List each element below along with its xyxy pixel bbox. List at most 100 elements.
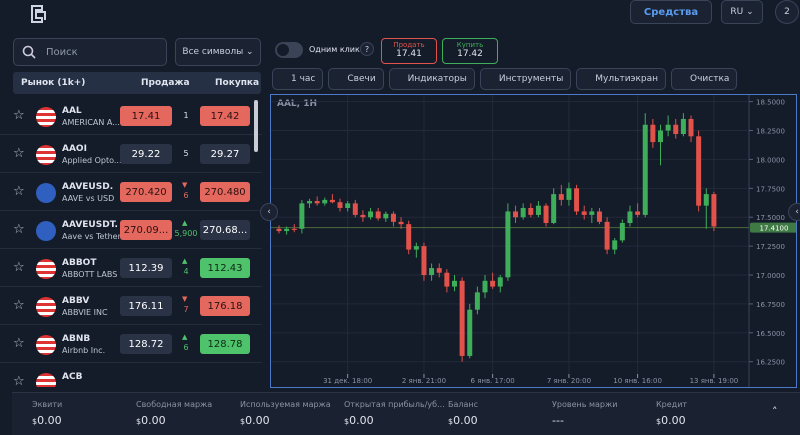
sell-price[interactable]: 270.420	[120, 182, 172, 202]
symbol-row[interactable]: ☆ ACB	[0, 363, 262, 387]
market-col[interactable]: Рынок (1k+)	[21, 78, 86, 88]
sell-price[interactable]: 112.39	[120, 258, 172, 278]
flag	[36, 335, 56, 355]
candle-body	[696, 136, 702, 206]
symbol-list: ☆ AAL AMERICAN A... 17.41 17.42 1 ☆ AAOI Applied…	[0, 97, 262, 387]
symbol: AAVEUSDT.	[62, 220, 118, 230]
favorite-star[interactable]: ☆	[13, 108, 25, 123]
candle-body	[482, 280, 488, 293]
sell-price[interactable]: 176.11	[120, 296, 172, 316]
flag	[36, 221, 56, 241]
buy-price[interactable]: 112.43	[200, 258, 250, 278]
candle-body	[551, 194, 557, 224]
metric-number: 0.00	[37, 414, 62, 427]
candle-body	[581, 211, 587, 215]
toolbar-button[interactable]: 1 час	[272, 68, 324, 90]
favorite-star[interactable]: ☆	[13, 374, 25, 387]
toolbar-button[interactable]: Мультиэкран	[576, 68, 667, 90]
favorite-star[interactable]: ☆	[13, 146, 25, 161]
symbol-row[interactable]: ☆ AAVEUSD. AAVE vs USD 270.420 270.480 6 ▼	[0, 173, 262, 211]
buy-label: Купить	[456, 41, 484, 49]
buy-price[interactable]: 176.18	[200, 296, 250, 316]
favorite-star[interactable]: ☆	[13, 336, 25, 351]
favorite-star[interactable]: ☆	[13, 298, 25, 313]
candle-body	[566, 188, 572, 200]
symbol-row[interactable]: ☆ ABBOT ABBOTT LABS 112.39 112.43 4 ▲	[0, 249, 262, 287]
sell-price[interactable]: 29.22	[120, 144, 172, 164]
metric-value: $0.00	[136, 414, 166, 427]
toolbar-button[interactable]: Инструменты	[479, 68, 572, 90]
trend-arrow: ▲	[182, 219, 188, 227]
trend-arrow: ▼	[182, 295, 188, 303]
language-select[interactable]: RU ⌄	[721, 0, 763, 24]
symbol-row[interactable]: ☆ AAOI Applied Opto... 29.22 29.27 5	[0, 135, 262, 173]
symbol: AAVEUSD.	[62, 182, 114, 192]
buy-price[interactable]: 17.42	[200, 106, 250, 126]
buy-price[interactable]: 29.27	[200, 144, 250, 164]
candle-body	[383, 213, 389, 219]
scrollbar[interactable]	[254, 100, 258, 152]
candle-body	[474, 292, 480, 310]
symbol-row[interactable]: ☆ ABBV ABBVIE INC 176.11 176.18 7 ▼	[0, 287, 262, 325]
y-tick-label: 17.2500	[756, 243, 785, 251]
favorite-star[interactable]: ☆	[13, 222, 25, 237]
metric-currency: $	[32, 417, 38, 426]
spread: 6	[183, 343, 189, 352]
collapse-right[interactable]: ‹	[788, 203, 800, 221]
notifications[interactable]: 2	[775, 0, 799, 24]
favorite-star[interactable]: ☆	[13, 260, 25, 275]
candle-body	[444, 272, 450, 287]
x-tick-label: 13 янв. 19:00	[690, 377, 739, 385]
buy-button[interactable]: Купить 17.42	[442, 38, 498, 64]
metric-currency: $	[240, 417, 246, 426]
trend-arrow: ▲	[182, 333, 188, 341]
search[interactable]: Поиск	[13, 38, 167, 66]
symbol-name: AAVE vs USD	[62, 194, 115, 203]
favorite-star[interactable]: ☆	[13, 184, 25, 199]
candle-body	[711, 194, 717, 227]
x-tick-label: 7 янв. 20:00	[547, 377, 591, 385]
y-tick-label: 17.7500	[756, 185, 785, 193]
y-tick-label: 16.7500	[756, 301, 785, 309]
buy-price[interactable]: 270.480	[200, 182, 250, 202]
metric-number: 0.00	[245, 414, 270, 427]
sell-price: 17.41	[396, 49, 422, 59]
metric-label: Кредит	[656, 400, 688, 409]
sell-price[interactable]: 128.72	[120, 334, 172, 354]
funds-button[interactable]: Средства	[630, 0, 712, 24]
symbol-name: ABBVIE INC	[62, 308, 108, 317]
toolbar-button[interactable]: Свечи	[328, 68, 384, 90]
language: RU	[730, 7, 744, 17]
buy-price[interactable]: 128.78	[200, 334, 250, 354]
filter-select[interactable]: Все символы ⌄	[175, 38, 261, 66]
y-tick-label: 18.2500	[756, 128, 785, 136]
metric-number: 0.00	[349, 414, 374, 427]
candle-body	[360, 214, 366, 218]
symbol-row[interactable]: ☆ ABNB Airbnb Inc. 128.72 128.78 6 ▲	[0, 325, 262, 363]
collapse-left[interactable]: ‹	[260, 203, 278, 221]
expand[interactable]: ˄	[772, 405, 778, 418]
symbol-row[interactable]: ☆ AAVEUSDT. Aave vs Tether 270.09... 270.68.…	[0, 211, 262, 249]
sell-price[interactable]: 17.41	[120, 106, 172, 126]
buy-price: 17.42	[457, 49, 483, 59]
last-price-tag	[750, 222, 796, 233]
sell-button[interactable]: Продать 17.41	[381, 38, 437, 64]
spread: 5	[183, 149, 189, 158]
symbol: ACB	[62, 372, 83, 382]
chart-toolbar: 1 час Свечи Индикаторы Инструменты Мультиэкр…	[272, 68, 738, 90]
sell-price[interactable]: 270.09...	[120, 220, 172, 240]
symbol: AAOI	[62, 144, 87, 154]
symbol-row[interactable]: ☆ AAL AMERICAN A... 17.41 17.42 1	[0, 97, 262, 135]
one-click-toggle[interactable]	[275, 42, 303, 58]
toolbar-button[interactable]: Индикаторы	[388, 68, 475, 90]
toolbar-button[interactable]: Очистка	[671, 68, 738, 90]
candle-body	[543, 205, 549, 224]
x-tick-label: 6 янв. 17:00	[471, 377, 515, 385]
flag	[36, 259, 56, 279]
help[interactable]: ?	[360, 42, 374, 56]
candle-body	[375, 211, 381, 219]
buy-price[interactable]: 270.68...	[200, 220, 250, 240]
x-tick-label: 2 янв. 21:00	[402, 377, 446, 385]
candle-body	[398, 221, 404, 225]
metric-currency: $	[344, 417, 350, 426]
